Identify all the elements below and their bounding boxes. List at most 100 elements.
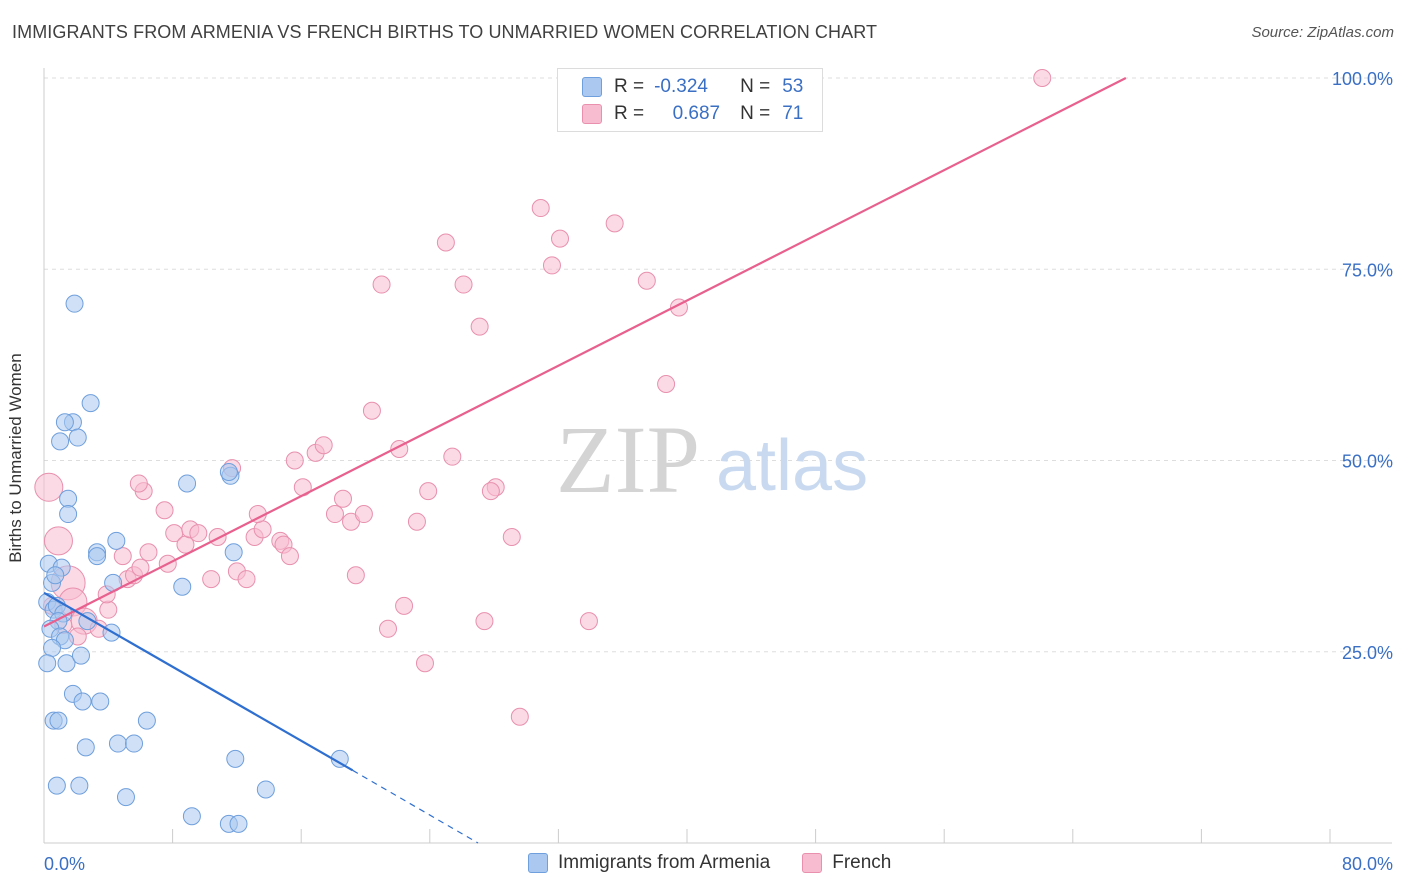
data-point-french <box>551 229 570 248</box>
trend-line-french <box>43 77 1127 628</box>
series-swatch-french <box>802 853 823 873</box>
axes <box>43 68 1392 844</box>
legend-n-label: N = <box>740 103 771 124</box>
data-point-french <box>1033 69 1052 87</box>
data-point-armenia <box>51 432 70 451</box>
grid <box>44 77 1392 653</box>
data-point-armenia <box>43 638 62 657</box>
legend-r-value: -0.324 <box>654 76 708 97</box>
data-point-armenia <box>71 646 90 665</box>
x-tick-label: 80.0% <box>1342 854 1393 874</box>
data-point-armenia <box>173 577 192 596</box>
trend-line-armenia <box>43 591 354 772</box>
tick-labels: 25.0% 50.0% 75.0% 100.0% 0.0% 80.0% <box>44 69 1393 874</box>
watermark-zip: ZIP <box>556 406 700 513</box>
data-point-french <box>407 512 426 531</box>
data-point-french <box>314 436 333 455</box>
legend-swatch-french <box>582 104 602 124</box>
watermark: ZIP atlas <box>556 406 868 513</box>
data-point-french <box>129 474 148 493</box>
data-point-french <box>657 375 676 393</box>
y-tick-label: 25.0% <box>1342 643 1393 663</box>
source-note: Source: ZipAtlas.com <box>1251 24 1394 41</box>
data-point-armenia <box>70 776 89 795</box>
data-point-french <box>579 612 598 631</box>
legend-r-label: R = <box>614 103 645 124</box>
french-points <box>34 69 1052 726</box>
series-legend: Immigrants from Armenia French <box>528 852 923 874</box>
data-point-french <box>379 619 398 638</box>
data-point-armenia <box>182 807 201 826</box>
data-point-armenia <box>125 734 144 753</box>
watermark-atlas: atlas <box>716 426 868 506</box>
series-label-french: French <box>832 852 892 873</box>
data-point-armenia <box>88 547 107 566</box>
data-point-french <box>362 401 381 420</box>
series-label-armenia: Immigrants from Armenia <box>558 852 771 873</box>
data-point-french <box>419 482 438 501</box>
trend-line-armenia-extension <box>352 769 479 844</box>
data-point-french <box>605 214 624 233</box>
data-point-french <box>280 547 299 566</box>
data-point-french <box>542 256 561 275</box>
data-point-armenia <box>81 394 100 413</box>
data-point-armenia <box>107 531 126 550</box>
data-point-french <box>253 520 272 539</box>
data-point-french <box>113 547 132 566</box>
data-point-french <box>475 612 494 631</box>
data-point-french <box>139 543 158 562</box>
series-legend-french[interactable]: French <box>802 852 891 874</box>
x-tick-label: 0.0% <box>44 854 85 874</box>
data-point-french <box>43 526 73 556</box>
data-point-armenia <box>65 294 84 313</box>
data-point-armenia <box>55 413 74 432</box>
data-point-french <box>502 528 521 546</box>
data-point-french <box>285 451 304 470</box>
data-point-french <box>208 528 227 546</box>
legend-r-value: 0.687 <box>672 103 721 124</box>
data-point-french <box>333 489 352 508</box>
data-point-armenia <box>38 654 57 673</box>
data-point-french <box>354 505 373 524</box>
data-point-french <box>531 199 550 218</box>
data-point-french <box>155 501 174 520</box>
data-point-armenia <box>226 749 245 768</box>
data-point-french <box>99 600 118 619</box>
y-axis-label: Births to Unmarried Women <box>6 353 25 563</box>
data-point-armenia <box>219 462 238 481</box>
legend-n-value: 71 <box>782 103 804 124</box>
data-point-armenia <box>73 692 92 711</box>
trend-lines <box>43 77 1127 844</box>
data-point-armenia <box>108 734 127 753</box>
data-point-armenia <box>57 654 76 673</box>
data-point-french <box>131 558 150 577</box>
data-point-armenia <box>116 788 135 807</box>
data-point-armenia <box>256 780 275 799</box>
data-point-french <box>510 707 529 726</box>
chart-title: IMMIGRANTS FROM ARMENIA VS FRENCH BIRTHS… <box>12 22 878 42</box>
series-legend-armenia[interactable]: Immigrants from Armenia <box>528 852 770 874</box>
legend-n-label: N = <box>740 76 771 97</box>
data-point-french <box>470 317 489 336</box>
data-point-armenia <box>78 612 97 631</box>
data-point-armenia <box>229 814 248 833</box>
data-point-french <box>443 447 462 466</box>
correlation-legend: R = -0.324 N = 53 R = 0.687 N = 71 <box>557 68 823 132</box>
legend-swatch-armenia <box>582 77 602 97</box>
data-point-french <box>372 275 391 294</box>
data-point-french <box>325 505 344 524</box>
data-point-french <box>346 566 365 585</box>
data-point-french <box>34 472 64 502</box>
data-point-armenia <box>59 489 78 508</box>
legend-row-armenia: R = -0.324 N = 53 <box>582 75 803 99</box>
armenia-points <box>38 294 349 833</box>
series-swatch-armenia <box>528 853 548 873</box>
y-tick-label: 75.0% <box>1342 260 1393 280</box>
data-point-armenia <box>91 692 110 711</box>
data-point-french <box>189 524 208 543</box>
data-point-french <box>202 570 221 589</box>
data-point-armenia <box>68 428 87 447</box>
data-point-armenia <box>76 738 95 757</box>
data-point-french <box>395 596 414 615</box>
